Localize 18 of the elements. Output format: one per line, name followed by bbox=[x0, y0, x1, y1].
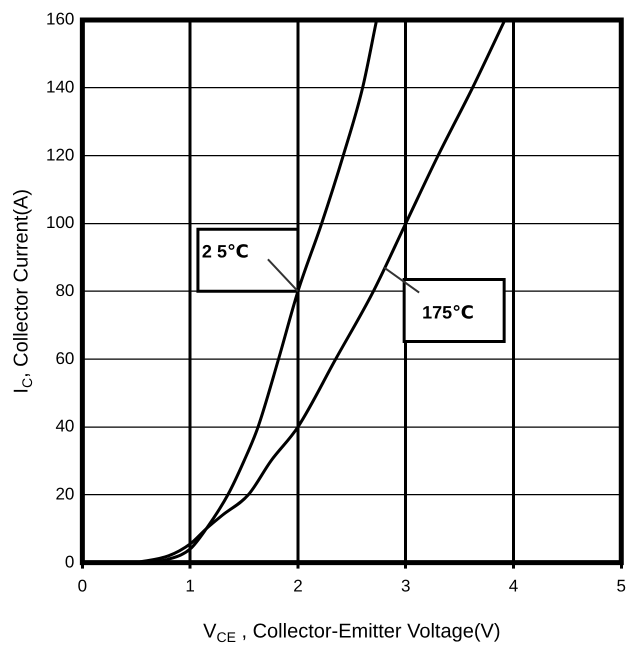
annotation: 2 5℃ bbox=[202, 241, 249, 262]
y-tick-label: 60 bbox=[55, 348, 74, 368]
x-tick-label: 3 bbox=[400, 576, 410, 596]
y-axis-title: IC, Collector Current(A) bbox=[10, 188, 35, 394]
y-tick-label: 20 bbox=[55, 484, 74, 504]
y-tick-label: 140 bbox=[46, 78, 74, 97]
y-tick-label: 160 bbox=[46, 10, 74, 29]
y-tick-label: 40 bbox=[55, 416, 74, 436]
y-tick-label: 100 bbox=[46, 213, 74, 232]
y-tick-label: 120 bbox=[46, 145, 74, 164]
x-tick-label: 5 bbox=[616, 576, 626, 596]
y-tick-label: 0 bbox=[64, 552, 74, 572]
x-tick-label: 1 bbox=[185, 576, 195, 596]
y-tick-label: 80 bbox=[55, 280, 74, 300]
annotation: 175℃ bbox=[422, 302, 474, 323]
x-tick-label: 2 bbox=[293, 576, 303, 596]
x-tick-label: 0 bbox=[78, 576, 88, 596]
x-tick-label: 4 bbox=[508, 576, 518, 596]
